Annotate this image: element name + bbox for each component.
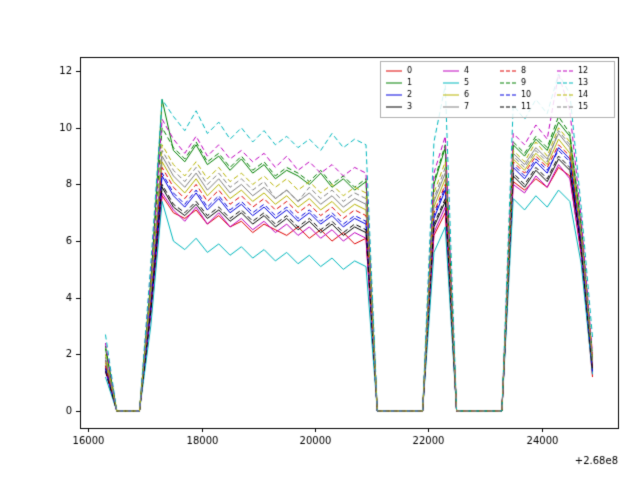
chart-canvas xyxy=(0,0,640,480)
figure: Data file: modeM0/AS1T02_054T01_90000022… xyxy=(0,0,640,480)
